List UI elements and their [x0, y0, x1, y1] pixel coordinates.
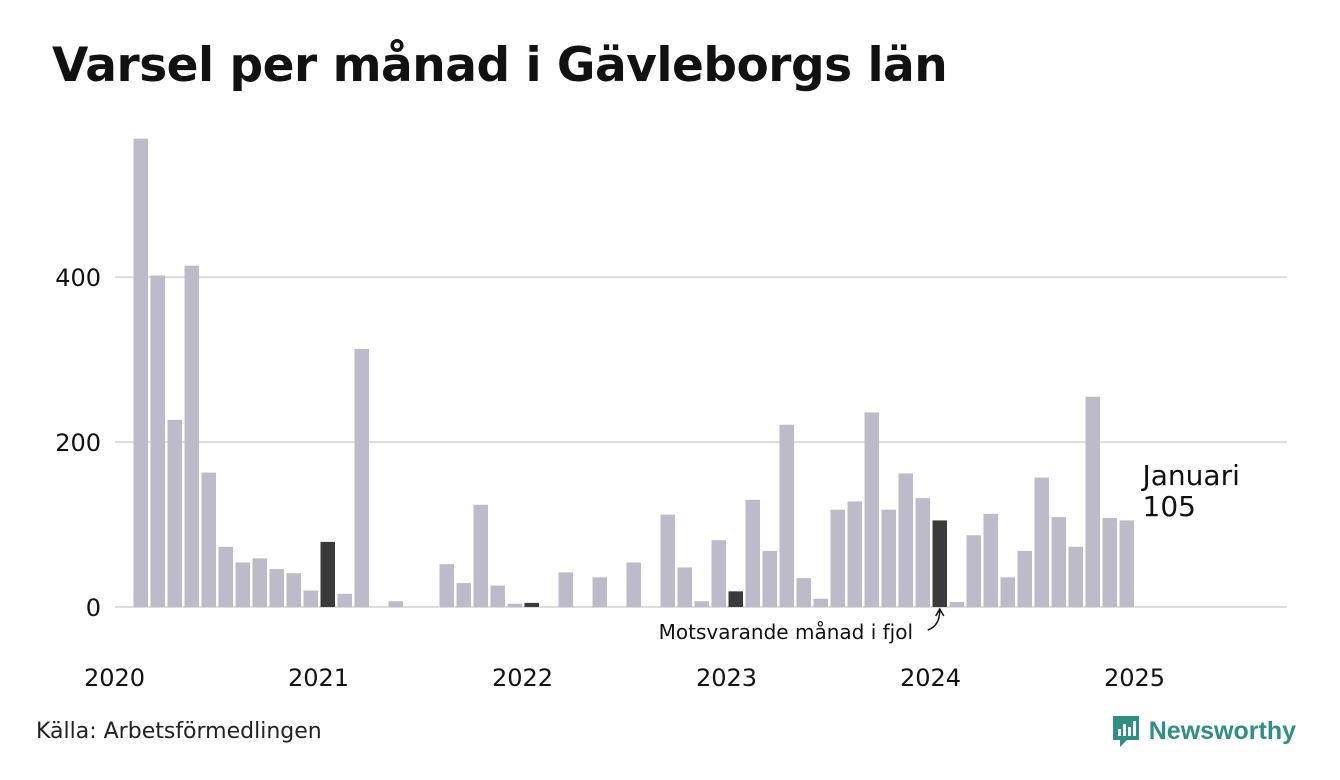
- x-tick-label: 2023: [696, 664, 757, 692]
- bar-2020-12: [303, 590, 318, 607]
- bar-2023-10: [881, 509, 896, 607]
- bar-2024-07: [1034, 477, 1049, 607]
- bar-2022-05: [592, 577, 607, 607]
- bars: [133, 138, 1134, 608]
- bar-2022-03: [558, 572, 573, 607]
- bar-2020-09: [252, 558, 267, 607]
- x-tick-label: 2022: [492, 664, 553, 692]
- bar-2021-12: [507, 603, 522, 607]
- bar-2024-09: [1068, 546, 1083, 607]
- y-tick-label: 200: [55, 429, 101, 457]
- bar-2024-01: [932, 520, 947, 607]
- bar-2023-01: [728, 591, 743, 607]
- brand-logo: Newsworthy: [1111, 714, 1296, 748]
- bar-2020-10: [269, 569, 284, 607]
- highlight-month-label: Januari: [1141, 459, 1240, 492]
- bar-2022-10: [677, 567, 692, 607]
- bar-2024-04: [983, 513, 998, 607]
- bar-2022-12: [711, 540, 726, 607]
- bar-2024-05: [1000, 577, 1015, 607]
- highlight-value-label: 105: [1143, 490, 1196, 523]
- x-tick-label: 2020: [84, 664, 145, 692]
- bar-2023-05: [796, 578, 811, 607]
- bar-2023-12: [915, 498, 930, 607]
- bar-2024-02: [949, 602, 964, 607]
- x-tick-label: 2021: [288, 664, 349, 692]
- bar-2021-09: [456, 583, 471, 607]
- bar-2022-09: [660, 514, 675, 607]
- bar-2020-05: [184, 265, 199, 607]
- bar-2023-09: [864, 412, 879, 607]
- bar-2024-03: [966, 535, 981, 607]
- brand-name: Newsworthy: [1148, 716, 1296, 745]
- annotation-arrow: [927, 607, 945, 631]
- bar-2020-07: [218, 546, 233, 607]
- bar-2024-12: [1119, 520, 1134, 607]
- bar-2023-02: [745, 499, 760, 607]
- bar-2020-06: [201, 472, 216, 607]
- bar-2021-11: [490, 585, 505, 607]
- annotation-label: Motsvarande månad i fjol: [659, 620, 913, 644]
- bar-2020-08: [235, 562, 250, 607]
- bar-2021-08: [439, 564, 454, 607]
- bar-2022-01: [524, 602, 539, 607]
- x-axis-tick-labels: 2020 2021 2022 2023 2024 2025: [84, 664, 1165, 692]
- bar-2020-11: [286, 573, 301, 607]
- bar-2023-03: [762, 550, 777, 607]
- bar-2024-11: [1102, 517, 1117, 607]
- bar-2020-02: [133, 138, 148, 608]
- bar-2022-07: [626, 562, 641, 607]
- y-tick-label: 400: [55, 264, 101, 292]
- chart-title: Varsel per månad i Gävleborgs län: [52, 38, 948, 93]
- bar-2021-03: [354, 348, 369, 607]
- bar-2021-05: [388, 601, 403, 607]
- bar-2023-07: [830, 509, 845, 607]
- newsworthy-logo-icon: [1112, 716, 1139, 747]
- bar-2023-06: [813, 598, 828, 607]
- source-note: Källa: Arbetsförmedlingen: [36, 719, 322, 744]
- bar-2023-08: [847, 501, 862, 607]
- bar-2021-01: [320, 541, 335, 607]
- bar-2023-04: [779, 424, 794, 607]
- x-tick-label: 2025: [1104, 664, 1165, 692]
- bar-2024-10: [1085, 396, 1100, 607]
- bar-2024-08: [1051, 517, 1066, 607]
- bar-2020-04: [167, 419, 182, 607]
- y-axis-tick-labels: 0 200 400: [55, 264, 101, 622]
- bar-2024-06: [1017, 550, 1032, 607]
- bar-2020-03: [150, 275, 165, 607]
- y-tick-label: 0: [86, 594, 101, 622]
- bar-2021-10: [473, 504, 488, 607]
- bar-2022-11: [694, 601, 709, 607]
- x-tick-label: 2024: [900, 664, 961, 692]
- bar-2023-11: [898, 473, 913, 607]
- bar-2021-02: [337, 593, 352, 607]
